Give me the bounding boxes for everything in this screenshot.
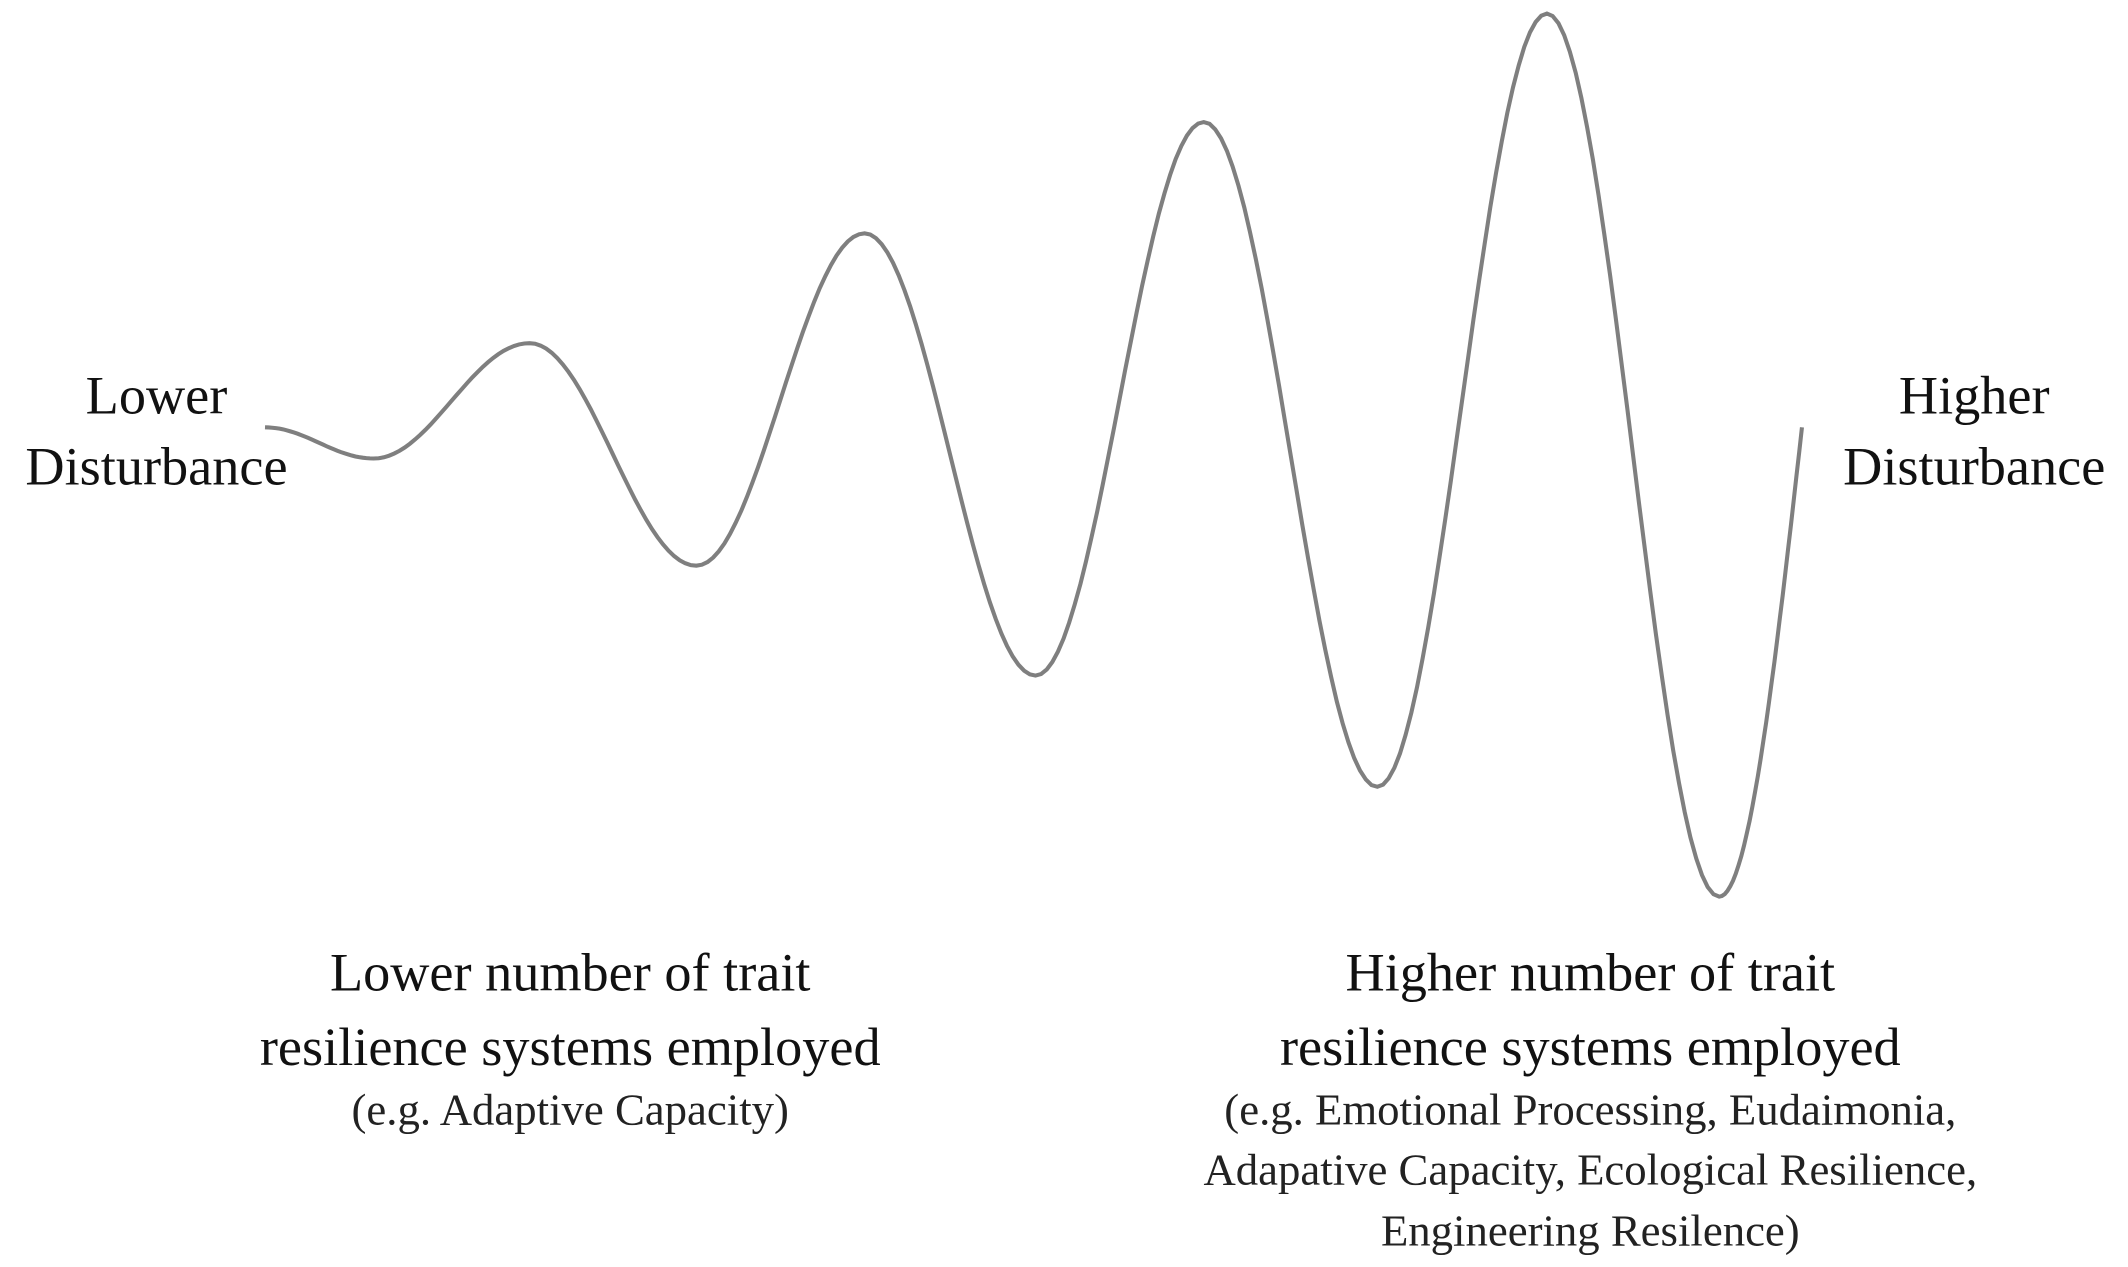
wave xyxy=(264,11,1804,899)
right-example: Engineering Resilence) xyxy=(1381,1205,1800,1255)
left-example: (e.g. Adaptive Capacity) xyxy=(352,1085,789,1135)
right-label: Higher xyxy=(1899,366,2050,426)
right-example: Adapative Capacity, Ecological Resilienc… xyxy=(1203,1144,1977,1194)
right-label: Disturbance xyxy=(1843,436,2105,496)
left-caption: Lower number of trait xyxy=(330,942,811,1002)
left-label: Disturbance xyxy=(25,436,287,496)
right-example: (e.g. Emotional Processing, Eudaimonia, xyxy=(1224,1085,1956,1135)
left-caption: resilience systems employed xyxy=(260,1017,881,1077)
left-label: Lower xyxy=(86,366,228,426)
right-caption: resilience systems employed xyxy=(1280,1017,1901,1077)
right-caption: Higher number of trait xyxy=(1346,942,1836,1002)
